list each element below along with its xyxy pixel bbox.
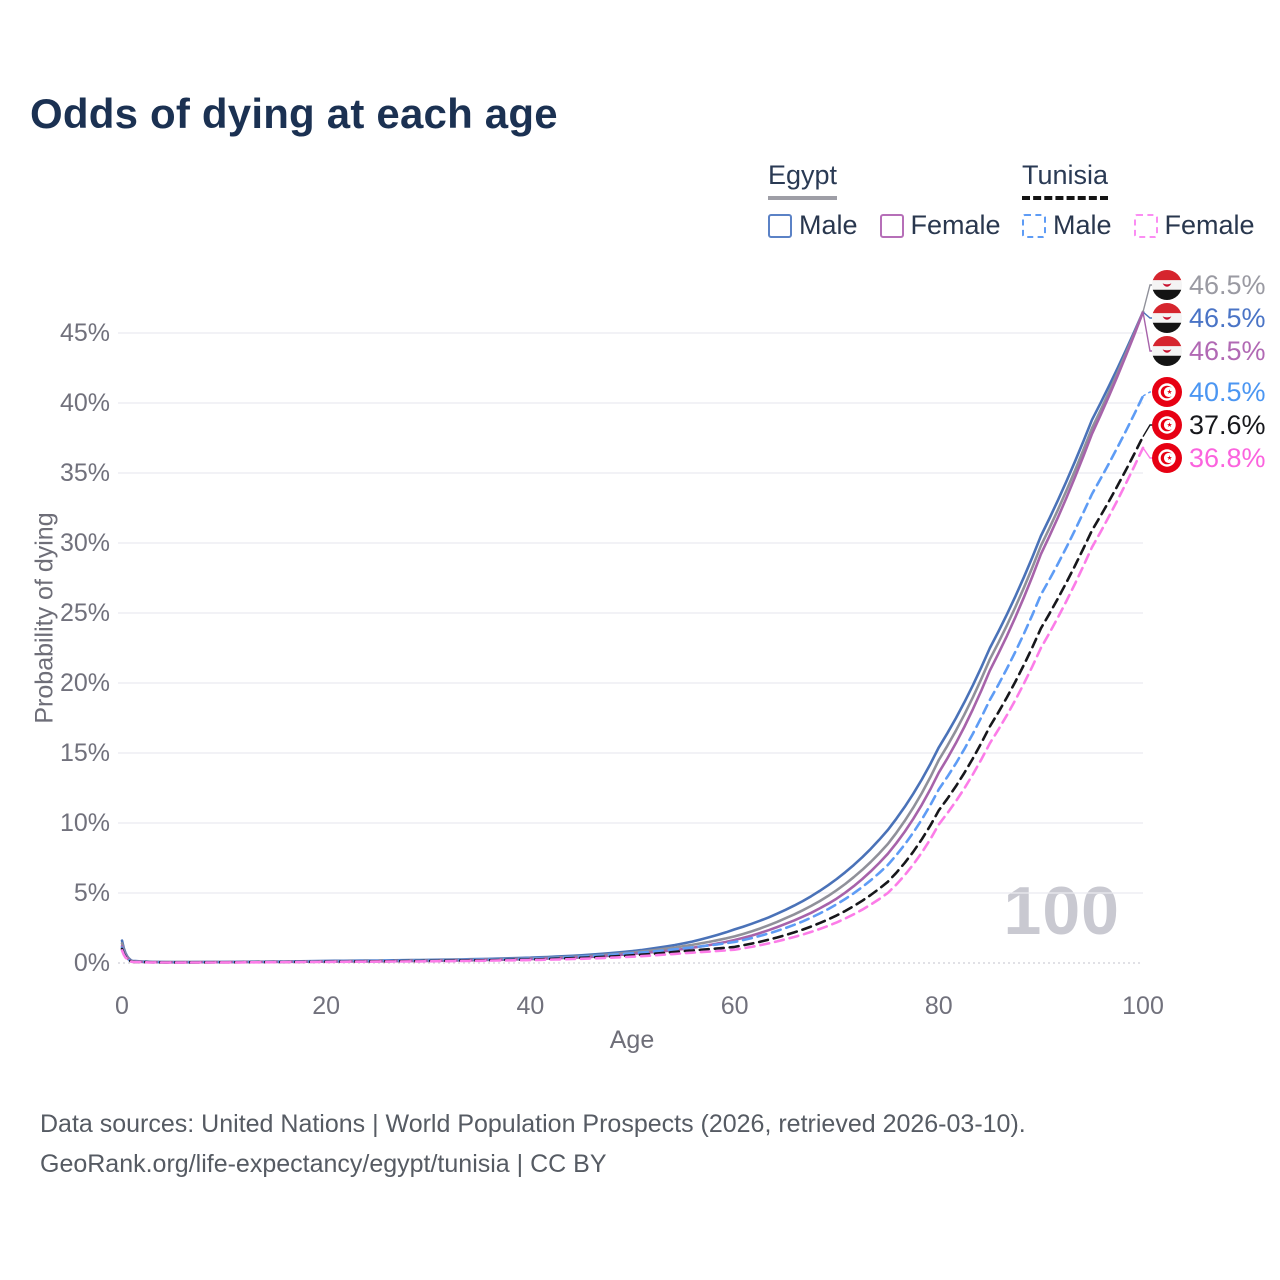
legend-checkbox-tunisia-male[interactable]	[1022, 213, 1046, 238]
y-tick-label: 45%	[59, 319, 110, 347]
legend-checkbox-egypt-male[interactable]	[768, 213, 792, 238]
svg-text:★: ★	[1167, 388, 1173, 396]
end-label-row: 46.5%	[1152, 270, 1266, 300]
y-tick-label: 10%	[59, 809, 110, 837]
y-tick-label: 25%	[59, 599, 110, 627]
end-label-row: ★ 40.5%	[1152, 377, 1266, 407]
x-tick-label: 60	[720, 992, 749, 1020]
series-line-egypt-female	[120, 310, 1145, 964]
legend-item-label: Male	[799, 210, 858, 240]
legend-item-tunisia-female[interactable]: Female	[1133, 210, 1255, 241]
x-tick-label: 40	[516, 992, 545, 1020]
legend-row-egypt: Male Female	[768, 210, 1001, 241]
legend-group-tunisia: Tunisia Male Female	[1022, 160, 1255, 241]
x-tick-label: 0	[115, 992, 129, 1020]
y-tick-label: 30%	[59, 529, 110, 557]
flag-tunisia-icon: ★	[1152, 377, 1182, 407]
legend-checkbox-egypt-female[interactable]	[879, 213, 904, 238]
hovered-age-watermark: 100	[1003, 873, 1120, 949]
svg-text:★: ★	[1167, 421, 1173, 429]
end-label-value: 46.5%	[1189, 303, 1266, 333]
flag-egypt-icon	[1152, 303, 1182, 333]
end-label-row: 46.5%	[1152, 336, 1266, 366]
legend-item-label: Male	[1053, 210, 1112, 240]
legend-row-tunisia: Male Female	[1022, 210, 1255, 241]
legend-country-egypt: Egypt	[768, 160, 838, 200]
legend-group-egypt: Egypt Male Female	[768, 160, 1001, 241]
x-tick-label: 80	[924, 992, 953, 1020]
legend-item-egypt-male[interactable]: Male	[768, 210, 858, 241]
y-tick-label: 0%	[73, 949, 110, 977]
x-tick-label: 100	[1122, 992, 1164, 1020]
end-label-row: ★ 36.8%	[1152, 443, 1266, 473]
legend-item-tunisia-male[interactable]: Male	[1022, 210, 1112, 241]
flag-tunisia-icon: ★	[1152, 410, 1182, 440]
svg-text:★: ★	[1167, 454, 1173, 462]
end-label-row: 46.5%	[1152, 303, 1266, 333]
footer-source-line: Data sources: United Nations | World Pop…	[40, 1110, 1026, 1138]
y-tick-label: 5%	[73, 879, 110, 907]
y-tick-label: 20%	[59, 669, 110, 697]
legend-item-label: Female	[1164, 210, 1255, 240]
flag-egypt-icon	[1152, 336, 1182, 366]
series-line-egypt-both	[120, 310, 1145, 964]
end-label-value: 46.5%	[1189, 336, 1266, 366]
x-tick-label: 20	[312, 992, 341, 1020]
flag-egypt-icon	[1152, 270, 1182, 300]
end-label-value: 36.8%	[1189, 443, 1266, 473]
flag-tunisia-icon: ★	[1152, 443, 1182, 473]
y-tick-label: 40%	[59, 389, 110, 417]
end-label-row: ★ 37.6%	[1152, 410, 1266, 440]
legend-item-egypt-female[interactable]: Female	[879, 210, 1001, 241]
x-axis-title: Age	[609, 1026, 655, 1054]
legend-item-label: Female	[910, 210, 1001, 240]
y-axis-title: Probability of dying	[30, 512, 59, 724]
end-label-value: 46.5%	[1189, 270, 1266, 300]
y-tick-label: 35%	[59, 459, 110, 487]
legend-country-tunisia: Tunisia	[1022, 160, 1109, 200]
footer-attribution-line: GeoRank.org/life-expectancy/egypt/tunisi…	[40, 1150, 607, 1178]
end-label-value: 40.5%	[1189, 377, 1266, 407]
series-line-egypt-male	[120, 310, 1145, 964]
page-title: Odds of dying at each age	[30, 90, 558, 137]
legend-checkbox-tunisia-female[interactable]	[1133, 213, 1158, 238]
end-label-value: 37.6%	[1189, 410, 1266, 440]
y-tick-label: 15%	[59, 739, 110, 767]
